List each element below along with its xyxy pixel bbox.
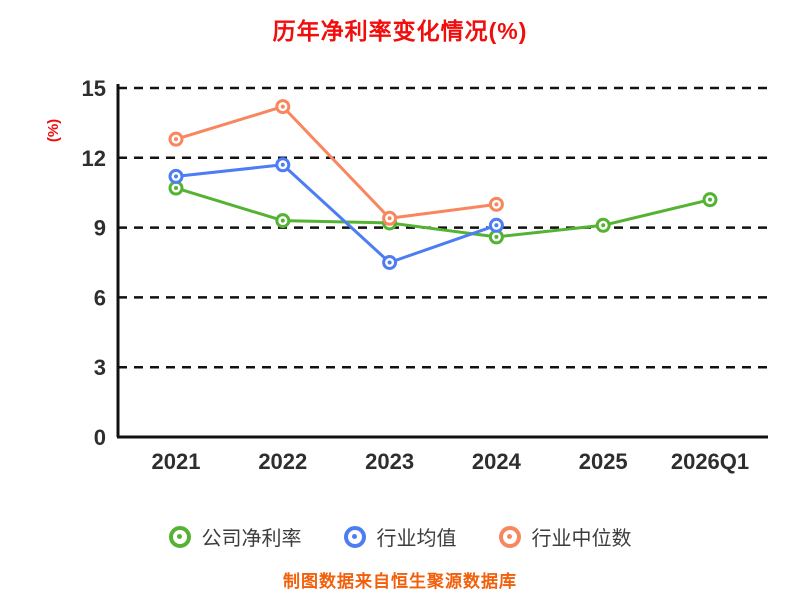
data-point-dot (387, 260, 392, 265)
legend-marker-icon (168, 525, 191, 548)
x-tick-label: 2024 (472, 449, 522, 474)
y-tick-label: 6 (94, 285, 106, 310)
series-line (175, 186, 711, 239)
data-point-dot (494, 223, 499, 228)
legend: 公司净利率 行业均值 行业中位数 (0, 522, 800, 551)
data-source-note: 制图数据来自恒生聚源数据库 (283, 572, 517, 591)
x-tick-label: 2025 (579, 449, 628, 474)
chart-title: 历年净利率变化情况(%) (272, 18, 528, 44)
x-tick-label: 2021 (152, 449, 201, 474)
legend-marker-dot (352, 534, 357, 539)
legend-marker-dot (507, 534, 512, 539)
x-tick-label: 2022 (258, 449, 307, 474)
data-point-dot (494, 202, 499, 207)
series-line (175, 105, 497, 220)
data-point-dot (174, 137, 178, 142)
y-tick-label: 9 (94, 216, 106, 241)
legend-label: 公司净利率 (201, 528, 302, 550)
legend-item-company-net-margin: 公司净利率 (168, 522, 302, 551)
x-tick-label: 2026Q1 (671, 449, 749, 474)
data-point-dot (280, 104, 285, 109)
legend-marker-dot (177, 534, 182, 539)
y-tick-label: 12 (82, 146, 106, 171)
y-tick-label: 3 (94, 355, 106, 380)
y-tick-label: 0 (94, 425, 106, 450)
data-point-dot (601, 223, 606, 228)
legend-label: 行业中位数 (531, 528, 632, 550)
legend-marker-icon (498, 525, 521, 548)
legend-marker-icon (343, 525, 366, 548)
data-point-dot (280, 218, 285, 223)
data-point-dot (174, 186, 178, 191)
y-axis-label: (%) (45, 118, 63, 143)
legend-item-industry-median: 行业中位数 (498, 522, 632, 551)
data-point-dot (494, 234, 499, 239)
data-point-dot (387, 216, 392, 221)
data-point-dot (708, 197, 712, 202)
y-tick-label: 15 (82, 76, 106, 101)
series-line (175, 163, 497, 264)
legend-item-industry-average: 行业均值 (343, 522, 457, 551)
data-point-dot (280, 162, 285, 167)
data-point-dot (174, 174, 178, 179)
x-tick-label: 2023 (365, 449, 414, 474)
legend-label: 行业均值 (376, 528, 457, 550)
